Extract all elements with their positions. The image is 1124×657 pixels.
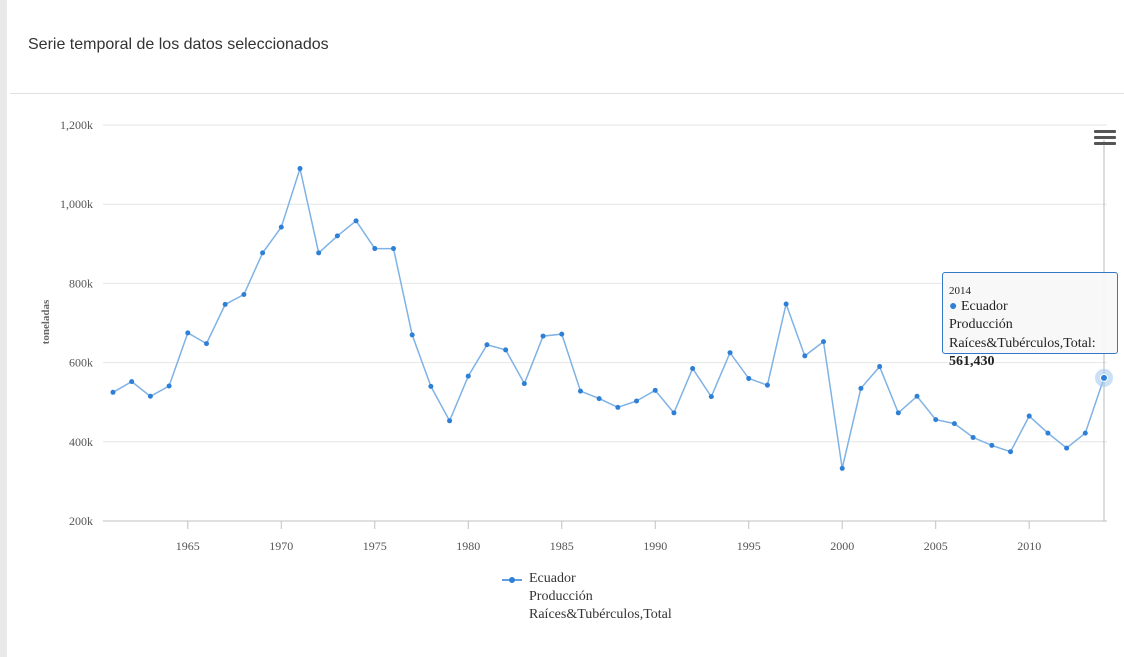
x-axis-ticks: 1965 1970 1975 1980 1985 1990 1995 2000 2005 2010 <box>176 521 1041 553</box>
data-point[interactable] <box>503 347 509 353</box>
data-point[interactable] <box>203 341 209 347</box>
data-point[interactable] <box>821 339 827 345</box>
x-tick-label: 2000 <box>830 539 854 553</box>
y-tick-label: 800k <box>69 276 93 290</box>
x-tick-label: 2005 <box>924 539 948 553</box>
data-point[interactable] <box>353 218 359 224</box>
data-point[interactable] <box>372 246 378 252</box>
x-tick-label: 1965 <box>176 539 200 553</box>
data-point[interactable] <box>166 383 172 389</box>
data-point[interactable] <box>540 333 546 339</box>
data-point[interactable] <box>1064 445 1070 451</box>
data-point[interactable] <box>690 366 696 372</box>
data-point[interactable] <box>727 350 733 356</box>
data-point[interactable] <box>129 379 135 385</box>
data-point[interactable] <box>989 442 995 448</box>
data-point[interactable] <box>241 291 247 297</box>
chart-menu-icon[interactable] <box>1094 130 1116 150</box>
tooltip-year: 2014 <box>949 285 971 297</box>
y-axis-ticks: 200k 400k 600k 800k 1,000k 1,200k <box>60 118 93 528</box>
data-point[interactable] <box>671 410 677 416</box>
x-tick-label: 1995 <box>737 539 761 553</box>
data-point[interactable] <box>764 382 770 388</box>
data-point[interactable] <box>521 381 527 387</box>
data-point[interactable] <box>334 233 340 239</box>
data-point[interactable] <box>447 418 453 424</box>
y-tick-label: 1,200k <box>60 118 93 132</box>
data-point[interactable] <box>1082 430 1088 436</box>
x-tick-label: 1990 <box>643 539 667 553</box>
data-point[interactable] <box>260 250 266 256</box>
data-tooltip: 2014 ● Ecuador Producción Raíces&Tubércu… <box>942 272 1118 369</box>
data-point[interactable] <box>746 375 752 381</box>
data-point[interactable] <box>708 394 714 400</box>
data-point[interactable] <box>634 398 640 404</box>
data-point[interactable] <box>185 330 191 336</box>
x-tick-label: 1985 <box>550 539 574 553</box>
x-tick-label: 1980 <box>456 539 480 553</box>
tooltip-value-line: Raíces&Tubérculos,Total: 561,430 <box>949 335 1117 371</box>
data-point[interactable] <box>1100 373 1108 382</box>
data-point[interactable] <box>802 353 808 359</box>
y-tick-label: 200k <box>69 514 93 528</box>
data-point[interactable] <box>895 410 901 416</box>
x-tick-label: 1970 <box>269 539 293 553</box>
data-point[interactable] <box>951 421 957 427</box>
data-point[interactable] <box>970 434 976 440</box>
y-axis-title: toneladas <box>40 299 52 344</box>
legend-label-line-3: Raíces&Tubérculos,Total <box>529 607 672 623</box>
panel-title: Serie temporal de los datos seleccionado… <box>28 36 329 53</box>
data-point[interactable] <box>409 332 415 338</box>
tooltip-item-label: Raíces&Tubérculos,Total: <box>949 335 1096 351</box>
series-line <box>112 165 1105 469</box>
legend-label: Ecuador Producción Raíces&Tubérculos,Tot… <box>529 570 672 625</box>
data-point[interactable] <box>877 364 883 370</box>
tooltip-measure: Producción <box>949 317 1013 333</box>
data-point[interactable] <box>783 301 789 307</box>
legend-label-line-2: Producción <box>529 589 593 605</box>
data-point[interactable] <box>933 417 939 423</box>
data-series <box>110 165 1113 471</box>
gridlines <box>103 124 1107 522</box>
data-point[interactable] <box>559 331 565 337</box>
data-point[interactable] <box>297 166 303 172</box>
data-point[interactable] <box>615 404 621 410</box>
data-point[interactable] <box>914 393 920 399</box>
data-point[interactable] <box>1008 449 1014 455</box>
data-point[interactable] <box>1045 430 1051 436</box>
x-tick-label: 1975 <box>363 539 387 553</box>
data-point[interactable] <box>278 224 284 230</box>
data-point[interactable] <box>858 385 864 391</box>
data-point[interactable] <box>390 246 396 252</box>
data-point[interactable] <box>465 373 471 379</box>
legend-label-line-1: Ecuador <box>529 571 576 586</box>
data-point[interactable] <box>222 301 228 307</box>
data-point[interactable] <box>428 383 434 389</box>
data-point[interactable] <box>484 342 490 348</box>
data-point[interactable] <box>596 396 602 402</box>
tooltip-bullet: ● <box>949 299 958 315</box>
data-point[interactable] <box>147 393 153 399</box>
data-point[interactable] <box>1026 413 1032 419</box>
tooltip-country: Ecuador <box>960 299 1008 315</box>
y-tick-label: 400k <box>69 435 93 449</box>
data-point[interactable] <box>110 389 116 395</box>
tooltip-value: 561,430 <box>949 353 995 369</box>
data-point[interactable] <box>316 250 322 256</box>
title-divider <box>10 93 1124 94</box>
data-point[interactable] <box>577 388 583 394</box>
panel-left-border <box>0 0 7 657</box>
legend-symbol <box>502 577 522 583</box>
x-tick-label: 2010 <box>1017 539 1041 553</box>
y-tick-label: 600k <box>69 356 93 370</box>
data-point[interactable] <box>652 387 658 393</box>
tooltip-series-name: ● Ecuador <box>949 298 1117 316</box>
data-point[interactable] <box>839 465 845 471</box>
y-tick-label: 1,000k <box>60 197 93 211</box>
